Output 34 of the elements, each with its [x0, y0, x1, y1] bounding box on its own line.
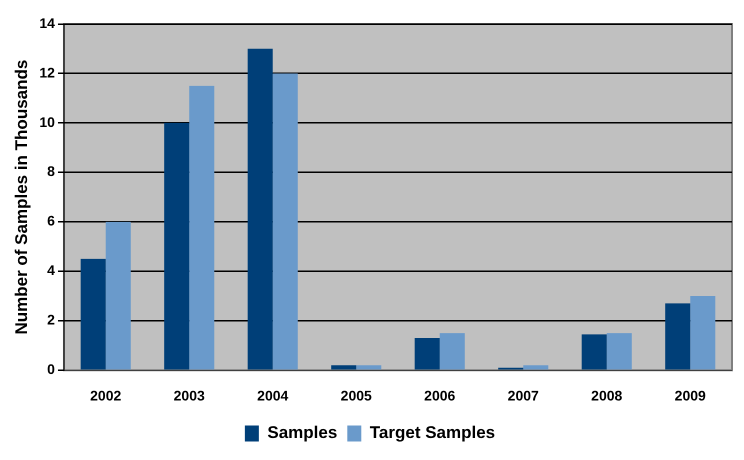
- bar: [523, 365, 548, 370]
- bar: [582, 334, 607, 370]
- x-tick-label: 2006: [424, 387, 456, 404]
- bar: [106, 222, 131, 370]
- legend-label: Target Samples: [370, 423, 496, 442]
- bar: [606, 333, 632, 370]
- bar: [690, 296, 716, 370]
- y-tick-label: 12: [39, 64, 56, 80]
- y-tick-label: 0: [47, 361, 56, 378]
- bar: [356, 365, 382, 370]
- bar: [665, 303, 690, 370]
- x-tick-label: 2008: [591, 387, 623, 404]
- x-tick-label: 2004: [257, 387, 289, 404]
- x-tick-label: 2002: [90, 387, 122, 404]
- bar: [440, 333, 465, 370]
- y-tick-label: 8: [47, 163, 56, 180]
- bar: [272, 73, 298, 370]
- y-tick-label: 2: [47, 312, 56, 328]
- x-tick-label: 2009: [674, 387, 706, 404]
- legend-label: Samples: [267, 423, 338, 442]
- x-tick-label: 2007: [508, 387, 540, 404]
- bar: [331, 365, 356, 370]
- y-axis-title: Number of Samples in Thousands: [12, 60, 31, 335]
- bar: [80, 258, 106, 370]
- bar: [248, 48, 273, 370]
- y-tick-label: 4: [47, 262, 56, 278]
- y-tick-label: 6: [47, 212, 56, 229]
- y-tick-label: 14: [39, 14, 56, 31]
- y-tick-label: 10: [39, 114, 56, 130]
- bar: [414, 338, 440, 370]
- x-tick-label: 2005: [340, 387, 372, 404]
- x-tick-label: 2003: [174, 387, 206, 404]
- bar: [164, 122, 190, 370]
- bar: [189, 86, 214, 370]
